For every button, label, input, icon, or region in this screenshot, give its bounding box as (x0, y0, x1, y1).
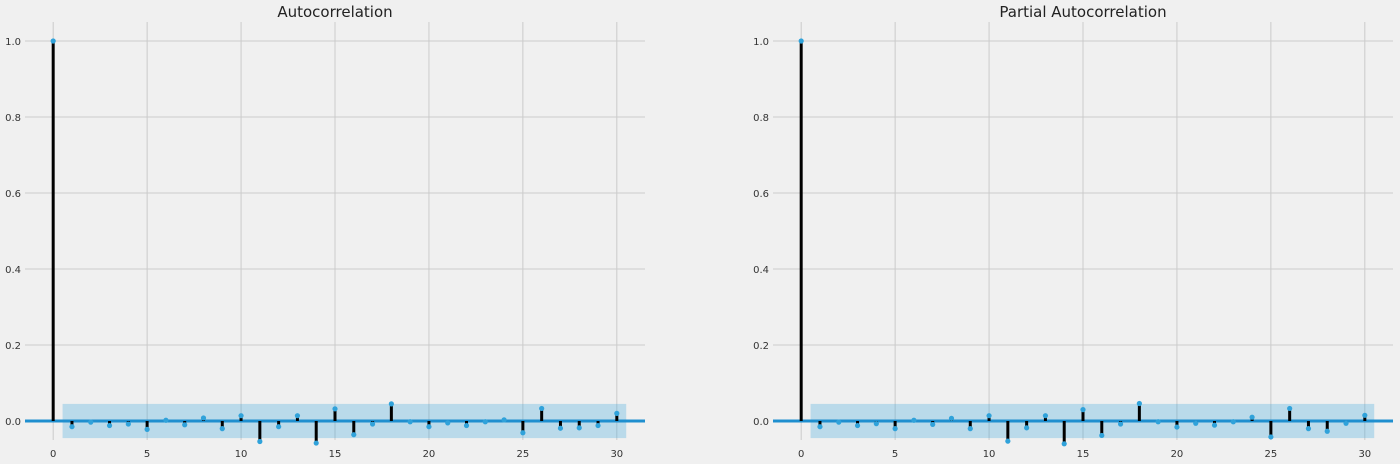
y-tick-label: 0.4 (5, 265, 21, 276)
x-tick-label: 15 (1077, 449, 1090, 460)
stem-marker (1287, 405, 1293, 412)
stem-marker (854, 422, 861, 429)
stem-marker (1174, 424, 1180, 430)
stem-marker (1024, 425, 1030, 431)
partial-autocorrelation-panel: 0 5 10 15 20 25 30 0.0 0.2 0.4 0.6 0.8 1.0 Partial Au… (753, 3, 1393, 460)
stem-marker (1193, 420, 1199, 426)
stem-marker (388, 401, 394, 407)
stem-marker (967, 426, 973, 432)
stem-marker (798, 38, 804, 44)
x-tick-label: 25 (517, 449, 530, 460)
stem-marker (557, 425, 564, 431)
stem-marker (163, 417, 169, 423)
chart-title: Autocorrelation (277, 3, 392, 21)
stem-marker (911, 417, 917, 423)
stem-marker (106, 422, 113, 429)
y-tick-label: 0.6 (753, 189, 769, 200)
x-tick-label: 30 (610, 449, 623, 460)
stem-marker (407, 419, 413, 425)
stem-marker (539, 405, 545, 412)
stem-marker (576, 425, 582, 431)
x-tick-label: 20 (423, 449, 436, 460)
y-tick-label: 1.0 (753, 37, 769, 48)
stem-marker (1136, 400, 1142, 407)
stem-marker (50, 38, 56, 44)
x-tick-label: 10 (235, 449, 248, 460)
x-tick-label: 20 (1171, 449, 1184, 460)
stem-marker (351, 432, 357, 438)
stem-marker (1343, 420, 1349, 426)
stem-marker (276, 424, 282, 430)
stem-marker (445, 420, 451, 426)
stem-marker (930, 421, 936, 428)
stem-marker (1155, 419, 1161, 425)
stem-marker (182, 422, 188, 428)
y-tick-label: 1.0 (5, 37, 21, 48)
x-tick-label: 0 (50, 449, 56, 460)
stem-marker (1117, 421, 1124, 427)
y-tick-label: 0.2 (5, 341, 21, 352)
stem-marker (873, 421, 879, 427)
stem-marker (836, 419, 842, 425)
y-tick-label: 0.8 (753, 113, 769, 124)
stem-marker (1305, 426, 1312, 432)
stem-marker (369, 421, 376, 427)
x-tick-label: 25 (1265, 449, 1278, 460)
stem-marker (482, 419, 488, 425)
stem-marker (1268, 434, 1274, 440)
stem-marker (1362, 412, 1368, 418)
chart-title: Partial Autocorrelation (999, 3, 1166, 21)
stem-marker (1324, 428, 1330, 434)
stem-marker (614, 410, 620, 416)
x-tick-label: 15 (329, 449, 342, 460)
y-tick-label: 0.4 (753, 265, 769, 276)
x-tick-label: 5 (144, 449, 150, 460)
stem-marker (257, 438, 263, 445)
x-tick-label: 0 (798, 449, 804, 460)
stem-marker (1230, 419, 1236, 425)
stem-marker (1099, 432, 1105, 439)
autocorrelation-panel: 0 5 10 15 20 25 30 0.0 0.2 0.4 0.6 0.8 1.0 Autocorrel… (5, 3, 645, 460)
y-tick-label: 0.0 (753, 417, 769, 428)
stem-marker (1249, 414, 1255, 420)
x-tick-label: 30 (1358, 449, 1371, 460)
x-tick-label: 10 (983, 449, 996, 460)
y-tick-label: 0.6 (5, 189, 21, 200)
stem-marker (125, 421, 131, 427)
stem-marker (817, 424, 823, 430)
stem-marker (1042, 413, 1049, 419)
stem-marker (238, 413, 244, 419)
stem-marker (313, 440, 319, 446)
stem-marker (1080, 407, 1086, 413)
stem-marker (219, 426, 225, 432)
stem-marker (294, 413, 301, 419)
stem-marker (595, 422, 601, 429)
stem-marker (426, 424, 432, 430)
stem-marker (1005, 438, 1011, 444)
y-tick-label: 0.0 (5, 417, 21, 428)
stem-marker (200, 415, 207, 421)
stem-marker (986, 413, 992, 419)
stem-marker (144, 426, 150, 432)
y-tick-label: 0.2 (753, 341, 769, 352)
stem-marker (501, 417, 507, 423)
stem-marker (520, 430, 526, 436)
stem-marker (69, 424, 75, 430)
stem-marker (948, 415, 955, 421)
x-tick-label: 5 (892, 449, 898, 460)
y-tick-label: 0.8 (5, 113, 21, 124)
stem-marker (1211, 422, 1218, 428)
stem-marker (332, 406, 338, 412)
stem-marker (1061, 441, 1067, 447)
stem-marker (463, 422, 470, 429)
stem-marker (88, 419, 94, 425)
stem-marker (892, 426, 898, 432)
